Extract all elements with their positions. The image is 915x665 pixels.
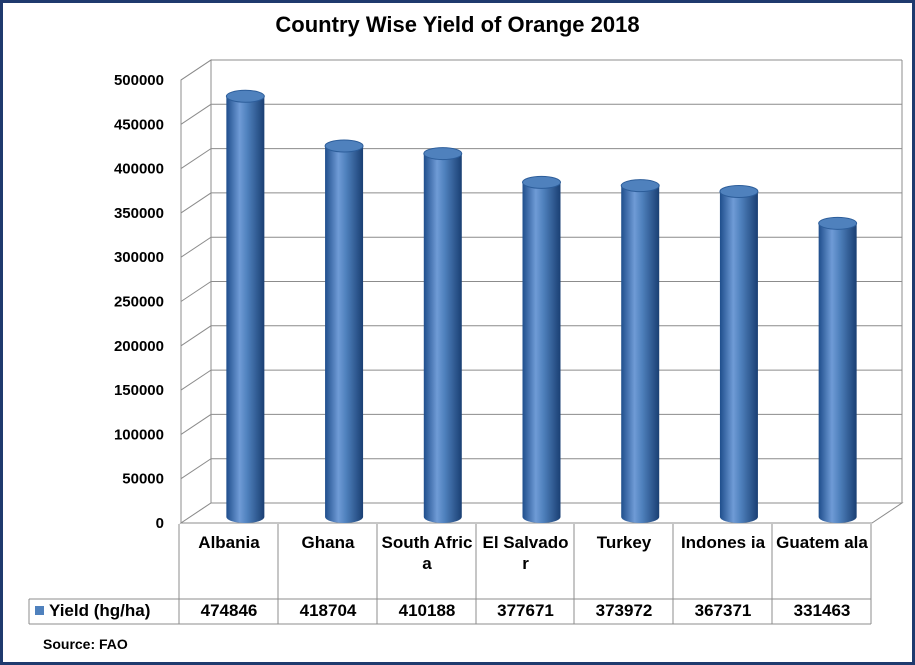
y-tick-label: 250000	[114, 294, 164, 311]
category-label: South Africa	[381, 533, 473, 573]
gridline	[180, 148, 902, 170]
value-label: 377671	[497, 601, 554, 620]
bar-body	[325, 146, 364, 523]
gridline	[180, 192, 902, 214]
bar-top	[620, 179, 660, 193]
y-tick-label: 350000	[114, 205, 164, 222]
bar-body	[226, 96, 265, 524]
category-label: Turkey	[596, 533, 652, 552]
chart-title: Country Wise Yield of Orange 2018	[275, 12, 640, 37]
value-label: 367371	[694, 601, 752, 620]
bar-body	[621, 185, 660, 523]
legend-entry: Yield (hg/ha)	[29, 599, 179, 624]
bar	[522, 175, 561, 524]
legend-swatch	[35, 606, 44, 615]
y-tick-label: 50000	[122, 471, 164, 488]
y-tick-label: 500000	[114, 72, 164, 89]
value-label: 331463	[793, 601, 851, 620]
bar-top	[324, 139, 364, 153]
gridline	[180, 281, 902, 302]
category-label: El Salvado r	[482, 533, 569, 573]
bar	[324, 139, 364, 523]
gridline	[180, 59, 902, 81]
bar	[818, 216, 858, 523]
bar-body	[818, 223, 857, 523]
category-label: Indones ia	[680, 533, 766, 552]
y-tick-label: 300000	[114, 249, 164, 266]
bar-top	[719, 185, 759, 199]
gridline	[180, 458, 902, 480]
y-tick-label: 450000	[114, 116, 164, 133]
bar-top	[818, 216, 858, 230]
bar-body	[423, 153, 462, 523]
category-label: Albania	[198, 533, 260, 552]
bar-body	[522, 182, 561, 524]
bar	[719, 185, 759, 524]
category-label: Ghana	[301, 533, 355, 552]
y-tick-label: 400000	[114, 161, 164, 178]
category-label: Guatem ala	[776, 533, 868, 552]
bar-top	[423, 147, 463, 161]
gridlines	[180, 59, 902, 480]
bar	[423, 147, 463, 523]
legend-label: Yield (hg/ha)	[49, 601, 151, 620]
value-label: 373972	[595, 601, 653, 620]
bars	[225, 89, 858, 524]
bar	[225, 89, 265, 524]
gridline	[180, 369, 902, 391]
bar-top	[225, 89, 265, 103]
value-label: 410188	[398, 601, 456, 620]
gridline	[180, 236, 902, 258]
gridline	[180, 325, 902, 347]
bar-top	[522, 175, 561, 189]
gridline	[180, 413, 902, 435]
value-label: 418704	[299, 601, 357, 620]
source-note: Source: FAO	[43, 636, 128, 652]
y-tick-label: 200000	[114, 338, 164, 355]
y-axis-ticks: 0 50000 100000 150000 200000 250000 300000 3500…	[114, 72, 164, 532]
y-tick-label: 0	[156, 515, 164, 532]
bar	[620, 179, 660, 523]
y-tick-label: 150000	[114, 382, 164, 399]
gridline	[180, 103, 902, 125]
bar-body	[719, 191, 758, 524]
value-label: 474846	[200, 601, 258, 620]
y-tick-label: 100000	[114, 426, 164, 443]
